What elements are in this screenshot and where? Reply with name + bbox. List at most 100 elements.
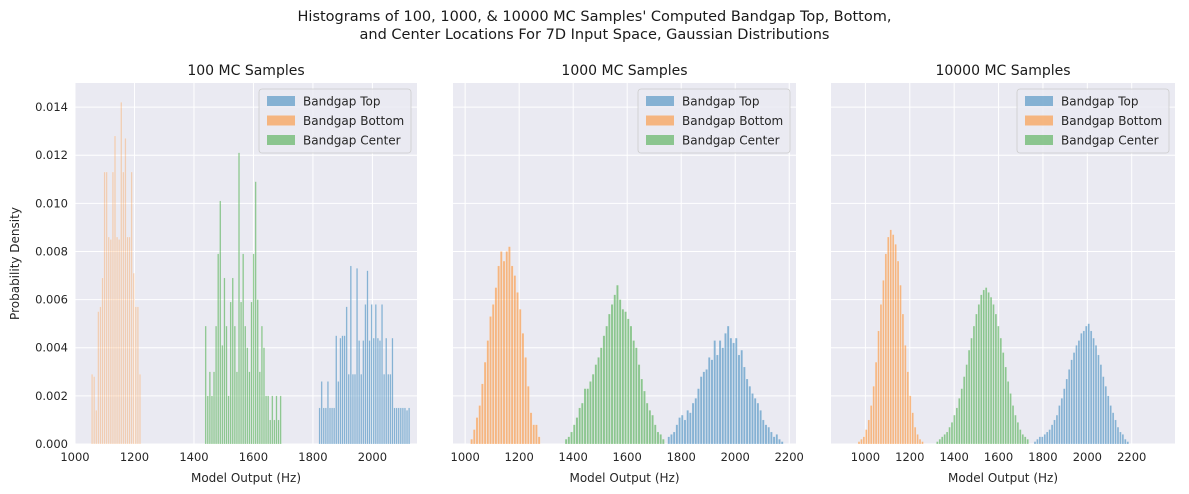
histogram-bar [122,171,125,445]
figure-title-line-1: Histograms of 100, 1000, & 10000 MC Samp… [297,9,892,25]
series-bandgap-center [936,287,1029,445]
histogram-bar [260,325,263,445]
histogram-bar [1055,414,1059,445]
histogram-bar [397,407,400,445]
histogram-bar [95,410,98,445]
histogram-bar [215,325,218,445]
histogram-bar [904,345,907,445]
x-axis-label: Model Output (Hz) [569,471,679,485]
histogram-bar [376,337,379,445]
histogram-bar [1109,405,1112,445]
histogram-bar [945,431,949,445]
histogram-bar [263,347,265,445]
legend-swatch [267,115,295,126]
histogram-bar [972,325,976,445]
x-tick-label: 1600 [239,450,268,464]
histogram-bar [618,299,622,445]
x-tick-label: 1600 [984,450,1013,464]
histogram-bar [1116,426,1120,445]
histogram-bar [656,431,660,445]
histogram-bar [960,388,963,445]
histogram-bar [326,381,329,445]
histogram-bar [950,422,954,445]
histogram-bar [764,424,768,445]
histogram-bar [718,340,722,445]
x-tick-label: 1800 [1028,450,1057,464]
histogram-bar [324,407,327,445]
histogram-bar [762,419,765,445]
histogram-bar [699,376,703,445]
histogram-bar [111,171,114,445]
histogram-bar [109,239,112,445]
histogram-bar [675,424,679,445]
histogram-bar [229,301,232,445]
histogram-bar [643,390,646,445]
histogram-bar [518,309,522,445]
histogram-bar [599,347,603,445]
histogram-bar [1053,419,1056,445]
histogram-bar [362,340,365,445]
histogram-bar [379,340,381,445]
x-tick-label: 1400 [940,450,969,464]
histogram-bar [953,414,956,445]
histogram-bar [118,239,121,445]
histogram-bar [740,349,743,445]
x-tick-label: 1000 [451,450,480,464]
histogram-bar [1082,330,1085,445]
histogram-bar [248,371,251,445]
histogram-bar [745,378,749,445]
histogram-bar [1002,352,1005,445]
histogram-bar [999,337,1002,445]
histogram-bar [899,284,902,445]
histogram-bar [374,304,377,445]
histogram-bar [265,395,268,445]
histogram-bar [483,361,487,445]
histogram-bar [605,325,608,445]
histogram-bar [227,395,230,445]
legend-swatch [267,96,295,106]
histogram-bar [537,436,541,445]
histogram-bar [884,253,887,445]
histogram-bar [364,304,367,445]
histogram-bar [223,277,226,445]
histogram-bar [896,260,900,445]
histogram-bar [963,376,966,445]
histogram-bar [345,306,348,445]
histogram-bar [349,265,352,445]
histogram-bar [724,333,727,445]
histogram-bar [1050,424,1054,445]
legend-box [1016,88,1170,154]
y-tick-label: 0.014 [35,100,68,114]
legend-box [637,88,791,154]
histogram-bar [401,407,404,445]
histogram-bar [943,434,946,445]
histogram-bar [347,374,350,445]
series-bandgap-center [564,284,665,445]
x-tick-label: 1200 [505,450,534,464]
legend-label: Bandgap Bottom [1061,114,1162,128]
histogram-bar [366,270,369,445]
histogram-bar [1097,354,1100,445]
histogram-bar [694,398,698,445]
legend-label: Bandgap Top [682,95,759,109]
histogram-bar [343,335,346,445]
histogram-bar [491,304,495,445]
histogram-bar [116,236,119,445]
y-tick-label: 0.010 [35,196,68,210]
histogram-bar [992,304,995,445]
subplot-title: 100 MC Samples [187,63,304,79]
y-tick-label: 0.004 [35,341,68,355]
x-tick-label: 1400 [179,450,208,464]
histogram-bar [691,402,695,445]
histogram-bar [686,410,689,445]
histogram-bar [1004,366,1007,445]
histogram-bar [329,407,331,445]
histogram-bar [356,268,359,445]
histogram-bar [987,292,990,445]
histogram-bar [233,325,236,445]
histogram-bar [708,357,711,445]
histogram-bar [672,431,676,445]
histogram-bar [225,325,228,445]
histogram-bar [320,381,323,445]
histogram-bar [246,347,249,445]
